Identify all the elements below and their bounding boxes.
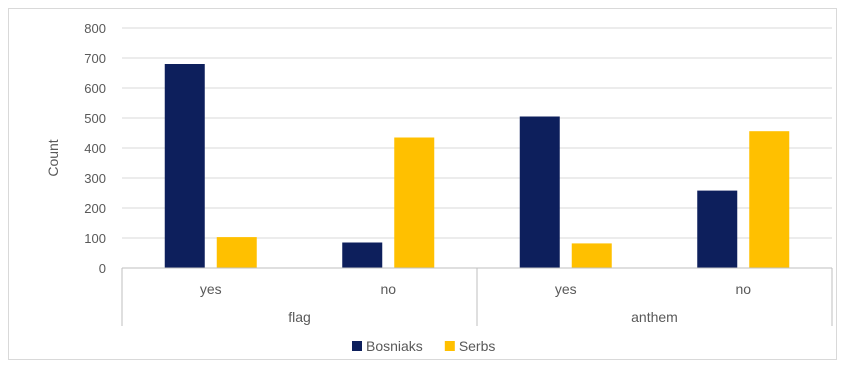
x-group-label: flag bbox=[288, 309, 311, 325]
y-tick-label: 200 bbox=[84, 201, 106, 216]
y-tick-label: 500 bbox=[84, 111, 106, 126]
bar-serbs-flag-yes bbox=[216, 237, 257, 268]
bar-bosniaks-flag-no bbox=[342, 242, 383, 268]
x-axis: yes no yes no flag anthem bbox=[121, 267, 833, 326]
bar-bosniaks-flag-yes bbox=[164, 64, 205, 268]
x-category-label: yes bbox=[555, 281, 577, 297]
y-tick-label: 100 bbox=[84, 231, 106, 246]
bar-serbs-anthem-yes bbox=[571, 243, 612, 268]
legend-swatch-bosniaks bbox=[352, 341, 362, 351]
legend: Bosniaks Serbs bbox=[352, 338, 495, 354]
y-tick-label: 600 bbox=[84, 81, 106, 96]
legend-label-serbs: Serbs bbox=[459, 338, 496, 354]
x-category-label: no bbox=[380, 281, 396, 297]
x-category-label: yes bbox=[200, 281, 222, 297]
legend-label-bosniaks: Bosniaks bbox=[366, 338, 423, 354]
bar-bosniaks-anthem-no bbox=[697, 190, 738, 268]
bar-serbs-flag-no bbox=[394, 137, 435, 268]
y-axis-label: Count bbox=[45, 139, 61, 176]
bar-bosniaks-anthem-yes bbox=[519, 116, 560, 268]
y-tick-label: 300 bbox=[84, 171, 106, 186]
y-tick-label: 400 bbox=[84, 141, 106, 156]
bar-serbs-anthem-no bbox=[749, 131, 790, 268]
y-axis-ticks: 0 100 200 300 400 500 600 700 800 bbox=[84, 21, 106, 276]
y-tick-label: 0 bbox=[99, 261, 106, 276]
x-group-label: anthem bbox=[631, 309, 678, 325]
bars bbox=[164, 64, 790, 268]
x-category-label: no bbox=[735, 281, 751, 297]
y-tick-label: 800 bbox=[84, 21, 106, 36]
legend-swatch-serbs bbox=[444, 341, 455, 351]
y-tick-label: 700 bbox=[84, 51, 106, 66]
